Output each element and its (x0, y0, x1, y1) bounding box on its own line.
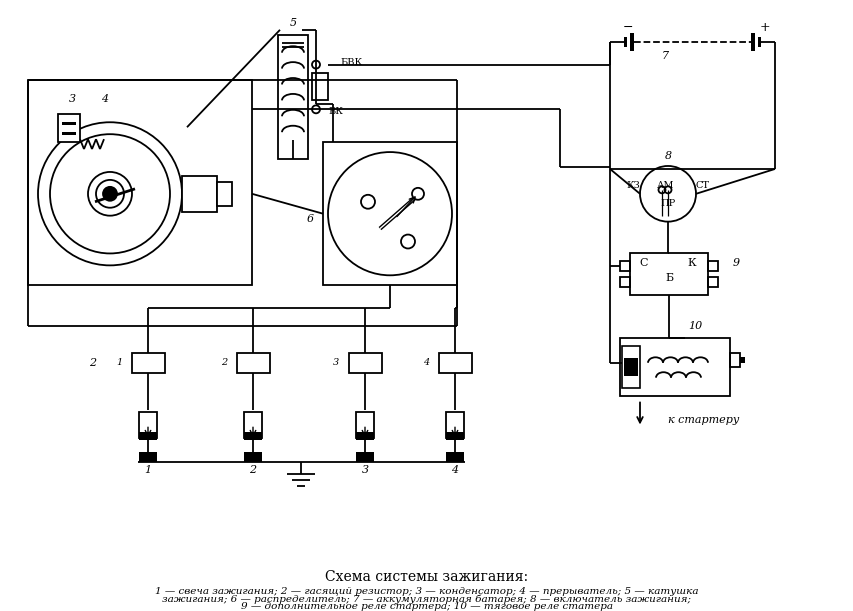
Circle shape (103, 187, 117, 201)
Bar (438, 353, 472, 373)
Text: 3: 3 (333, 358, 339, 367)
Text: ПР: ПР (659, 199, 675, 208)
Bar (62, 122, 76, 125)
Bar (278, 35, 308, 159)
Text: 7: 7 (661, 51, 668, 60)
Text: 2: 2 (249, 465, 256, 475)
Bar (445, 433, 463, 441)
Bar (62, 132, 76, 135)
Bar (139, 433, 157, 441)
Text: 4: 4 (422, 358, 428, 367)
Text: 2: 2 (221, 358, 227, 367)
Bar (729, 353, 740, 367)
Text: 1: 1 (116, 358, 122, 367)
Text: 5: 5 (289, 18, 296, 28)
Text: БВК: БВК (339, 58, 362, 67)
Text: 9: 9 (732, 258, 739, 268)
Circle shape (401, 235, 415, 249)
Bar (757, 37, 760, 46)
Text: 9 — дополнительное реле стартера; 10 — тяговое реле статера: 9 — дополнительное реле стартера; 10 — т… (241, 602, 612, 611)
Text: 10: 10 (687, 321, 701, 331)
Bar (740, 357, 744, 363)
Text: 4: 4 (451, 465, 458, 475)
Bar (356, 452, 374, 462)
Text: 2: 2 (90, 358, 96, 368)
Bar (356, 412, 374, 438)
Text: зажигания; 6 — распределитель; 7 — аккумуляторная батарея; 8 — включатель зажига: зажигания; 6 — распределитель; 7 — аккум… (162, 595, 691, 604)
Bar (619, 277, 630, 287)
Text: АМ: АМ (657, 181, 674, 191)
Bar (349, 353, 381, 373)
Bar (182, 176, 217, 211)
Bar (630, 254, 707, 295)
Text: 8: 8 (664, 151, 670, 161)
Bar (707, 262, 717, 271)
Text: −: − (622, 21, 633, 34)
Text: СТ: СТ (695, 181, 709, 191)
Text: 3: 3 (361, 465, 368, 475)
Bar (244, 433, 262, 441)
Text: Б: Б (664, 273, 672, 284)
Text: КЗ: КЗ (625, 181, 639, 191)
Bar (750, 33, 754, 51)
Bar (445, 452, 463, 462)
Bar (311, 73, 328, 100)
Bar (28, 79, 252, 285)
Text: С: С (639, 258, 647, 268)
Text: К: К (687, 258, 695, 268)
Bar (619, 262, 630, 271)
Bar (630, 33, 633, 51)
Bar (132, 353, 165, 373)
Bar (217, 182, 232, 206)
Bar (322, 142, 456, 285)
Bar (139, 452, 157, 462)
Bar (624, 358, 637, 376)
Text: Схема системы зажигания:: Схема системы зажигания: (325, 571, 528, 585)
Bar (707, 277, 717, 287)
Bar (445, 412, 463, 438)
Bar (624, 37, 626, 46)
Circle shape (411, 188, 423, 200)
Circle shape (361, 195, 374, 209)
Bar (139, 412, 157, 438)
Text: 3: 3 (68, 94, 75, 104)
Text: к стартеру: к стартеру (667, 415, 739, 425)
Text: 1: 1 (144, 465, 151, 475)
Bar (619, 338, 729, 395)
Bar (237, 353, 270, 373)
Bar (621, 346, 639, 387)
Text: 1 — свеча зажигания; 2 — гасящий резистор; 3 — конденсатор; 4 — прерыватель; 5 —: 1 — свеча зажигания; 2 — гасящий резисто… (155, 587, 698, 596)
Bar (356, 433, 374, 441)
Text: 4: 4 (102, 94, 108, 104)
Text: +: + (759, 21, 769, 34)
Bar (58, 114, 80, 142)
Text: 6: 6 (306, 214, 313, 224)
Text: ВК: ВК (328, 107, 342, 116)
Bar (244, 412, 262, 438)
Circle shape (88, 172, 132, 216)
Bar (244, 452, 262, 462)
